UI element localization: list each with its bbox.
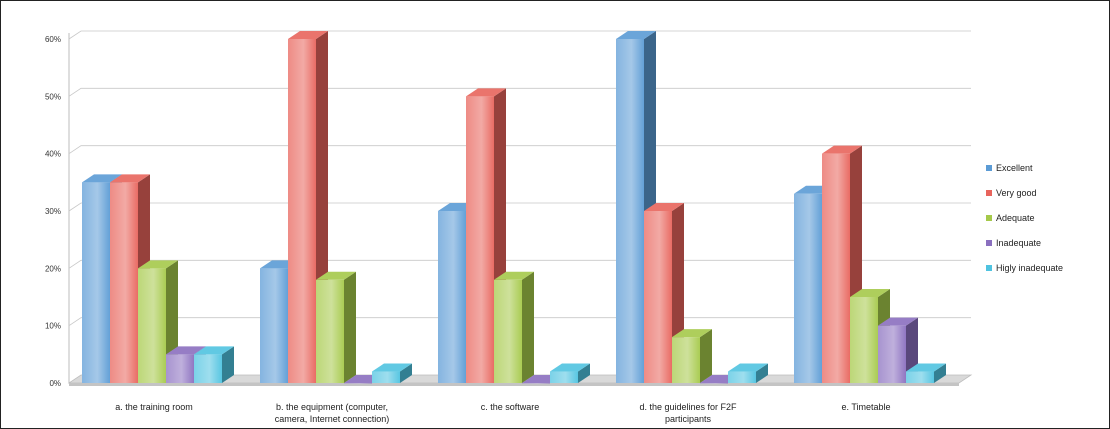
bars (82, 31, 946, 384)
x-category-label: participants (665, 414, 712, 424)
y-tick-label: 0% (49, 379, 61, 388)
bar-higly-inadequate-1 (194, 346, 234, 383)
y-tick-label: 50% (45, 92, 61, 101)
legend-item-very-good: Very good (986, 188, 1037, 198)
bar-adequate-3 (494, 271, 534, 383)
legend-swatch (986, 215, 992, 221)
legend-item-inadequate: Inadequate (986, 238, 1041, 248)
legend-swatch (986, 240, 992, 246)
legend-swatch (986, 165, 992, 171)
legend-item-higly-inadequate: Higly inadequate (986, 263, 1063, 273)
x-category-label: e. Timetable (841, 402, 890, 412)
legend-label: Higly inadequate (996, 263, 1063, 273)
bar-higly-inadequate-4 (728, 363, 768, 383)
legend-swatch (986, 265, 992, 271)
legend-item-adequate: Adequate (986, 213, 1035, 223)
x-category-label: d. the guidelines for F2F (639, 402, 737, 412)
bar-adequate-2 (316, 271, 356, 383)
legend-item-excellent: Excellent (986, 163, 1033, 173)
legend-label: Adequate (996, 213, 1035, 223)
legend-label: Excellent (996, 163, 1033, 173)
chart-floor-edge (69, 383, 959, 386)
y-tick-label: 20% (45, 264, 61, 273)
y-tick-label: 10% (45, 322, 61, 331)
bar-higly-inadequate-2 (372, 363, 412, 383)
y-tick-label: 30% (45, 207, 61, 216)
y-axis: 0% 10% 20% 30% 40% 50% 60% (45, 35, 61, 388)
gridline (68, 30, 971, 40)
y-tick-label: 40% (45, 150, 61, 159)
legend-label: Very good (996, 188, 1037, 198)
x-category-label: a. the training room (115, 402, 193, 412)
legend-swatch (986, 190, 992, 196)
bar-higly-inadequate-3 (550, 363, 590, 383)
bar-higly-inadequate-5 (906, 363, 946, 383)
x-category-label: c. the software (481, 402, 540, 412)
gridline (68, 87, 971, 97)
gridline (68, 145, 971, 154)
x-axis: a. the training room b. the equipment (co… (115, 402, 890, 424)
bar-adequate-4 (672, 329, 712, 383)
x-category-label: b. the equipment (computer, (276, 402, 388, 412)
legend: Excellent Very good Adequate Inadequate Higl… (986, 163, 1063, 273)
x-category-label: camera, Internet connection) (275, 414, 390, 424)
gridlines (68, 30, 971, 326)
legend-label: Inadequate (996, 238, 1041, 248)
y-tick-label: 60% (45, 35, 61, 44)
